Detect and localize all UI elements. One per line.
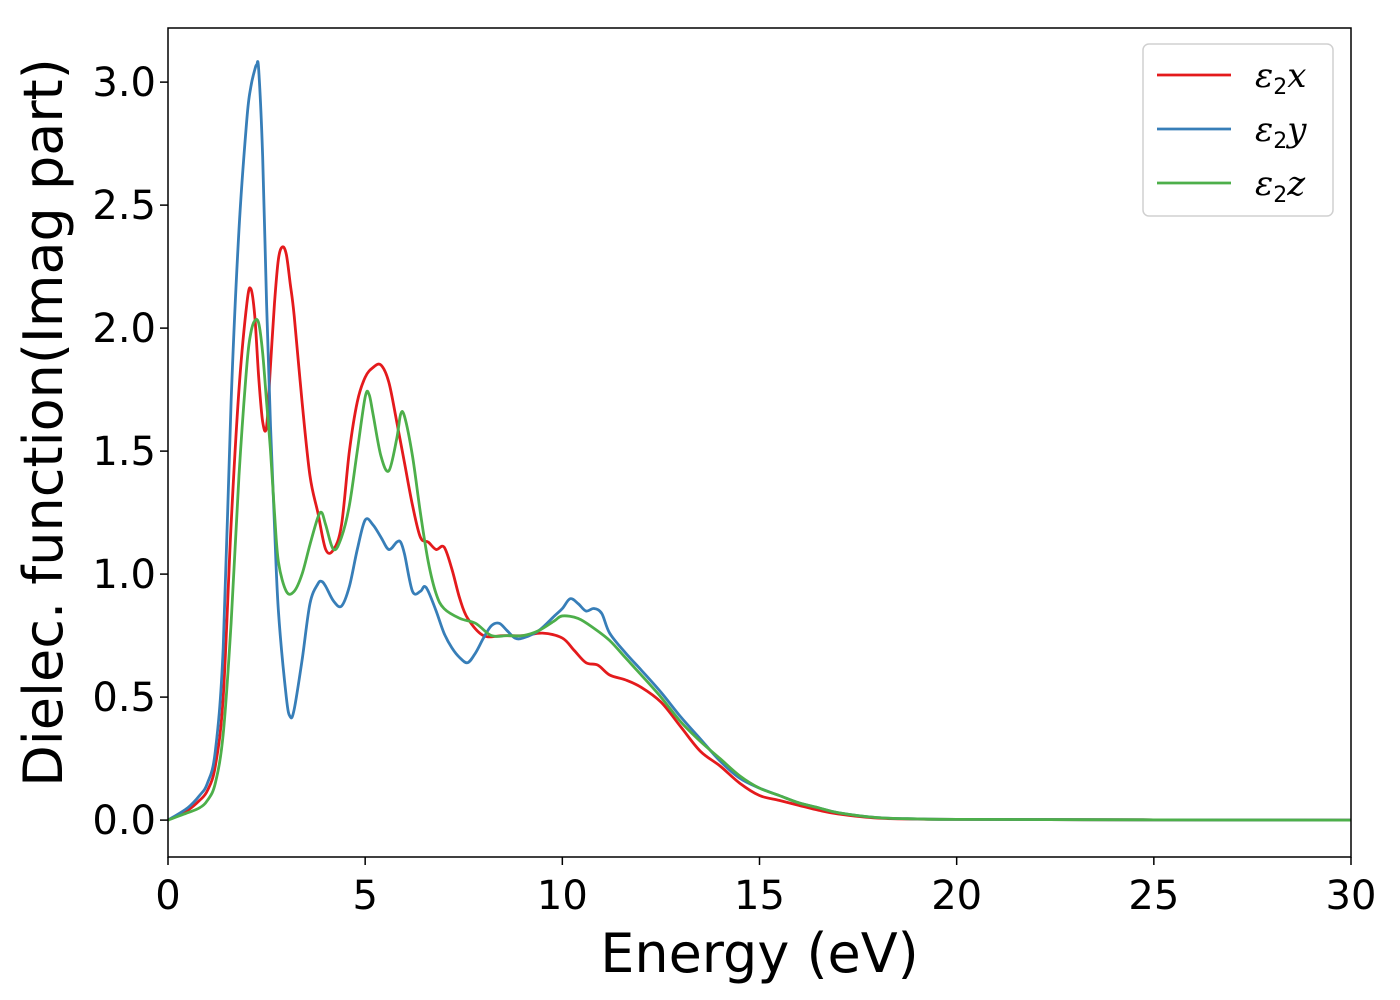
x-tick-label: 10	[537, 873, 588, 919]
y-tick-label: 1.0	[92, 552, 156, 598]
y-tick-label: 0.5	[92, 675, 156, 721]
series-line-x	[167, 245, 1352, 822]
x-tick-label: 15	[734, 873, 785, 919]
y-tick-label: 0.0	[92, 798, 156, 844]
x-tick-label: 0	[155, 873, 180, 919]
y-axis-label: Dielec. function(Imag part)	[12, 58, 75, 787]
y-tick-label: 3.0	[92, 60, 156, 106]
legend-entry-z: ε2z	[1255, 164, 1306, 208]
plot-lines	[167, 60, 1352, 822]
y-axis: 0.0 0.5 1.0 1.5 2.0 2.5 3.0	[92, 60, 168, 844]
y-tick-label: 1.5	[92, 429, 156, 475]
legend-box	[1142, 43, 1334, 217]
x-axis: 0 5 10 15 20 25 30	[155, 857, 1376, 919]
series-line-y	[167, 60, 1352, 822]
y-tick-label: 2.5	[92, 183, 156, 229]
x-tick-label: 30	[1326, 873, 1377, 919]
x-tick-label: 5	[352, 873, 377, 919]
x-axis-label: Energy (eV)	[600, 922, 919, 985]
x-tick-label: 20	[931, 873, 982, 919]
legend-entry-x: ε2x	[1255, 56, 1306, 100]
y-tick-label: 2.0	[92, 306, 156, 352]
legend-entry-y: ε2y	[1255, 110, 1307, 154]
series-line-z	[167, 317, 1352, 822]
legend: ε2x ε2y ε2z	[1142, 43, 1334, 217]
x-tick-label: 25	[1128, 873, 1179, 919]
